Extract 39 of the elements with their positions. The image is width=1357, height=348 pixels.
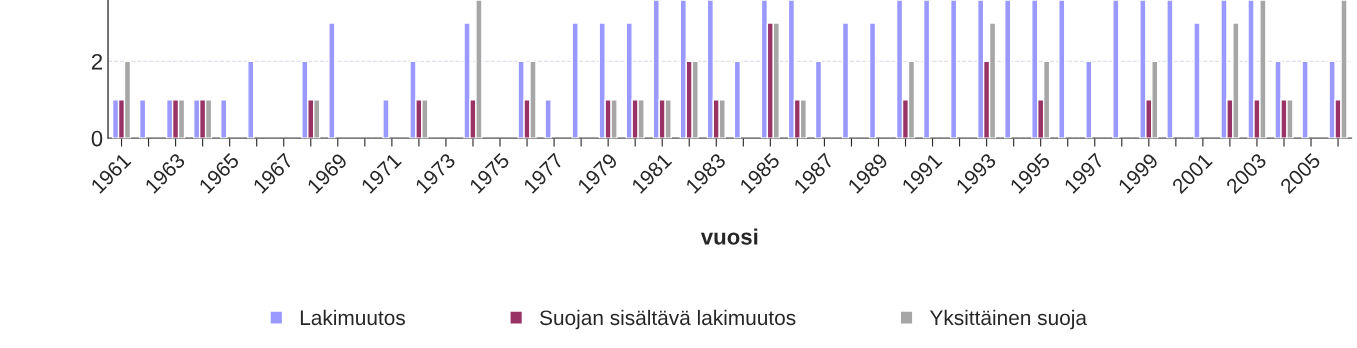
- bar: [1166, 0, 1174, 139]
- bar: [571, 22, 579, 139]
- y-tick-label: 2: [91, 53, 103, 70]
- bar: [814, 60, 823, 139]
- bar: [328, 22, 336, 139]
- bar: [1085, 60, 1093, 139]
- bar: [1220, 0, 1228, 139]
- bar: [949, 0, 958, 139]
- bar: [409, 60, 417, 139]
- bar: [1247, 0, 1255, 139]
- bar: [1301, 60, 1309, 139]
- bar: [1112, 0, 1120, 139]
- legend-label: Lakimuutos: [300, 309, 405, 326]
- bar: [382, 99, 390, 139]
- bar: [1328, 60, 1336, 139]
- bar: [517, 60, 525, 139]
- bar: [1004, 0, 1012, 139]
- bar: [463, 22, 471, 139]
- bar: [220, 99, 228, 139]
- bar: [1139, 0, 1147, 139]
- bar: [1274, 60, 1282, 139]
- bar: [1193, 22, 1201, 139]
- bar: [625, 22, 633, 139]
- bar: [895, 0, 904, 139]
- legend-label: Suojan sisältävä lakimuutos: [540, 309, 796, 330]
- bar: [652, 0, 660, 139]
- y-tick-label: 0: [91, 130, 103, 147]
- bar: [1031, 0, 1039, 139]
- bar: [841, 22, 850, 139]
- x-axis-title: vuosi: [700, 228, 758, 245]
- bar: [1058, 0, 1066, 139]
- bar: [247, 60, 255, 139]
- legend-label: Yksittäinen suoja: [929, 309, 1087, 330]
- bar: [138, 99, 147, 139]
- bar: [787, 0, 796, 139]
- bar: [544, 99, 552, 139]
- bar: [922, 0, 931, 139]
- bar: [868, 22, 877, 139]
- bar: [733, 60, 742, 139]
